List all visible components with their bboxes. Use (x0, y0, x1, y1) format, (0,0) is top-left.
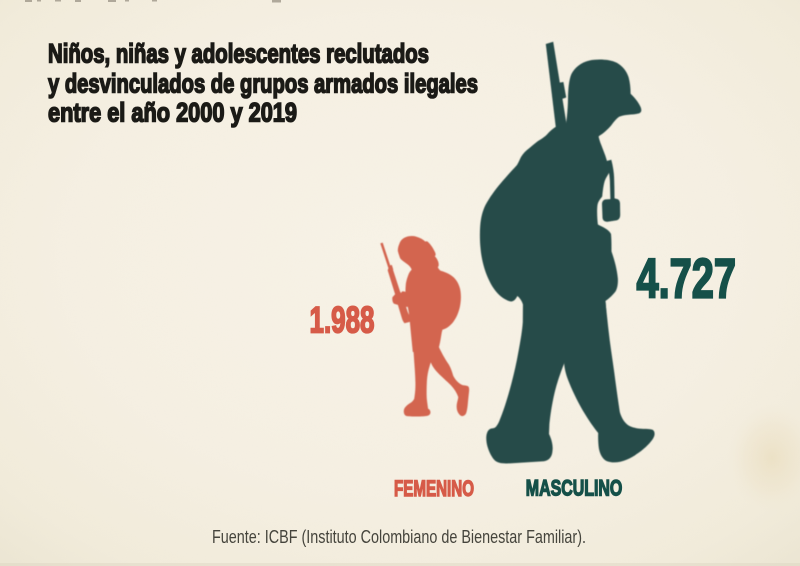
svg-text:y desvinculados de grupos arma: y desvinculados de grupos armados ilegal… (48, 69, 478, 99)
svg-text:MASCULINO: MASCULINO (526, 476, 623, 501)
svg-text:FEMENINO: FEMENINO (394, 476, 474, 501)
svg-text:Fuente: ICBF (Instituto Colomb: Fuente: ICBF (Instituto Colombiano de Bi… (212, 527, 586, 547)
svg-text:1.988: 1.988 (310, 299, 375, 341)
svg-text:entre el año 2000 y 2019: entre el año 2000 y 2019 (48, 98, 297, 128)
svg-text:Niños, niñas y adolescentes re: Niños, niñas y adolescentes reclutados (48, 39, 429, 69)
svg-text:4.727: 4.727 (637, 248, 737, 310)
